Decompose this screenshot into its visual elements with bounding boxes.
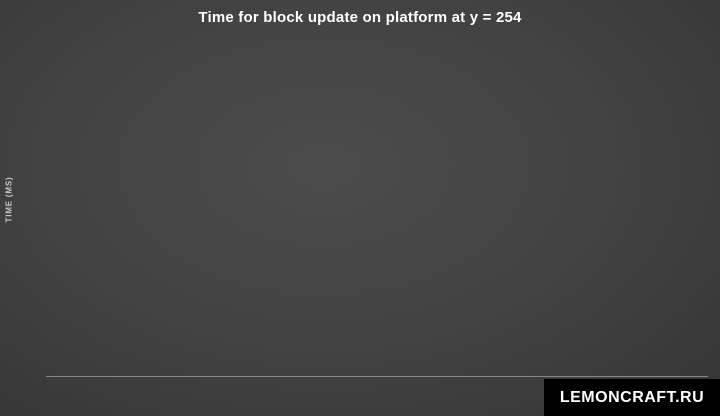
- bars: [46, 44, 708, 377]
- chart-title: Time for block update on platform at y =…: [0, 9, 720, 26]
- watermark: LEMONCRAFT.RU: [544, 379, 720, 416]
- bar-chart: Time for block update on platform at y =…: [0, 0, 720, 416]
- plot-area: [46, 44, 708, 377]
- y-axis-title: TIME (MS): [5, 165, 14, 235]
- y-axis-ticks: [24, 44, 42, 377]
